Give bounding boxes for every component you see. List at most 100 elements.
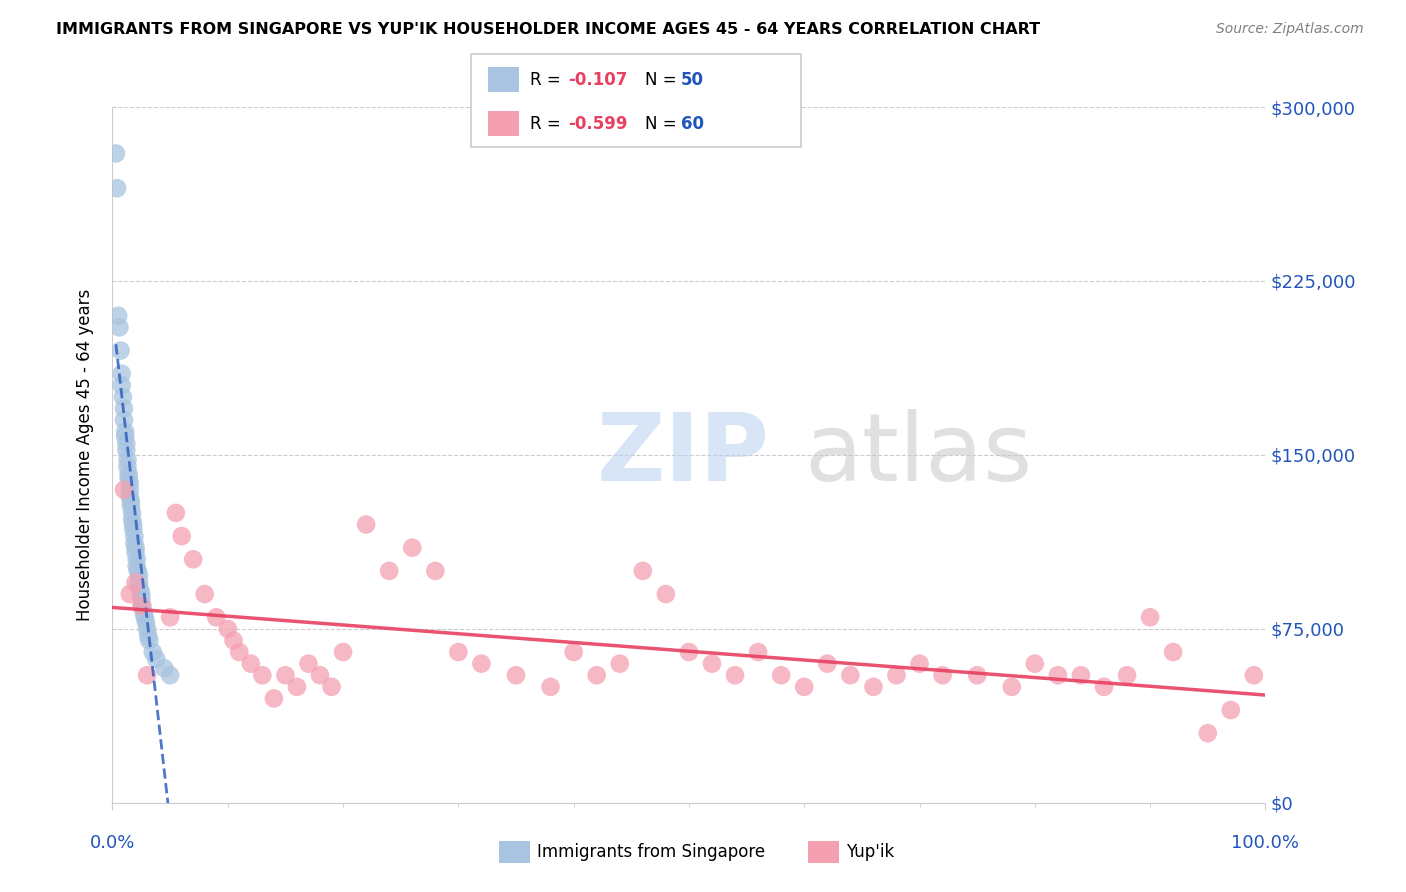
Text: -0.107: -0.107 xyxy=(568,70,627,88)
Point xyxy=(107,309,129,323)
Point xyxy=(132,606,155,620)
Point xyxy=(111,378,134,392)
Point xyxy=(135,615,157,629)
Point xyxy=(678,645,700,659)
Point xyxy=(129,591,153,606)
Point xyxy=(470,657,492,671)
Point xyxy=(124,575,146,590)
Y-axis label: Householder Income Ages 45 - 64 years: Householder Income Ages 45 - 64 years xyxy=(76,289,94,621)
Text: Yup'ik: Yup'ik xyxy=(846,843,894,862)
Point xyxy=(1070,668,1092,682)
Text: -0.599: -0.599 xyxy=(568,115,627,133)
Point xyxy=(142,645,165,659)
Point xyxy=(117,459,139,474)
Text: atlas: atlas xyxy=(804,409,1032,501)
Point xyxy=(252,668,274,682)
Text: 0.0%: 0.0% xyxy=(90,834,135,852)
Point xyxy=(862,680,884,694)
Point xyxy=(159,610,181,624)
Point xyxy=(1092,680,1115,694)
Text: N =: N = xyxy=(645,115,682,133)
Point xyxy=(115,443,138,458)
Point xyxy=(1001,680,1024,694)
Point xyxy=(124,529,146,543)
Point xyxy=(104,146,127,161)
Point xyxy=(770,668,793,682)
Text: 100.0%: 100.0% xyxy=(1232,834,1299,852)
Point xyxy=(425,564,447,578)
Point xyxy=(217,622,239,636)
Point xyxy=(263,691,285,706)
Point xyxy=(170,529,193,543)
Point xyxy=(815,657,838,671)
Point xyxy=(505,668,527,682)
Text: R =: R = xyxy=(530,115,567,133)
Point xyxy=(129,587,153,601)
Point xyxy=(609,657,631,671)
Point xyxy=(1024,657,1046,671)
Point xyxy=(105,181,128,195)
Point xyxy=(585,668,607,682)
Point xyxy=(125,552,148,566)
Point xyxy=(114,429,136,443)
Point xyxy=(108,320,131,334)
Point xyxy=(1139,610,1161,624)
Text: ZIP: ZIP xyxy=(596,409,769,501)
Point xyxy=(886,668,908,682)
Point xyxy=(194,587,217,601)
Point xyxy=(447,645,470,659)
Point xyxy=(908,657,931,671)
Point xyxy=(159,668,181,682)
Point xyxy=(205,610,228,624)
Point xyxy=(222,633,245,648)
Point xyxy=(118,475,141,490)
Point xyxy=(118,490,141,504)
Point xyxy=(124,536,146,550)
Point xyxy=(110,343,132,358)
Point xyxy=(134,610,156,624)
Point xyxy=(321,680,343,694)
Point xyxy=(562,645,585,659)
Point xyxy=(285,680,308,694)
Point xyxy=(117,467,139,481)
Point xyxy=(128,575,150,590)
Text: 60: 60 xyxy=(681,115,703,133)
Point xyxy=(401,541,423,555)
Point xyxy=(117,471,139,485)
Text: Source: ZipAtlas.com: Source: ZipAtlas.com xyxy=(1216,22,1364,37)
Point xyxy=(129,582,152,597)
Point xyxy=(966,668,988,682)
Point xyxy=(378,564,401,578)
Point xyxy=(120,499,142,513)
Point xyxy=(112,401,135,416)
Point xyxy=(1243,668,1265,682)
Text: N =: N = xyxy=(645,70,682,88)
Point xyxy=(128,568,150,582)
Point xyxy=(747,645,769,659)
Point xyxy=(138,633,160,648)
Point xyxy=(111,367,134,381)
Text: Immigrants from Singapore: Immigrants from Singapore xyxy=(537,843,765,862)
Point xyxy=(125,559,148,574)
Point xyxy=(1046,668,1069,682)
Point xyxy=(1219,703,1241,717)
Point xyxy=(540,680,562,694)
Point xyxy=(136,622,159,636)
Point xyxy=(309,668,332,682)
Point xyxy=(121,513,143,527)
Point xyxy=(124,541,146,555)
Point xyxy=(181,552,204,566)
Point xyxy=(153,661,176,675)
Point xyxy=(274,668,297,682)
Point xyxy=(124,545,146,559)
Point xyxy=(724,668,747,682)
Point xyxy=(136,668,159,682)
Point xyxy=(112,483,135,497)
Point xyxy=(129,599,153,613)
Point xyxy=(1161,645,1184,659)
Point xyxy=(839,668,862,682)
Point xyxy=(700,657,723,671)
Point xyxy=(111,390,134,404)
Point xyxy=(122,517,145,532)
Point xyxy=(114,425,136,439)
